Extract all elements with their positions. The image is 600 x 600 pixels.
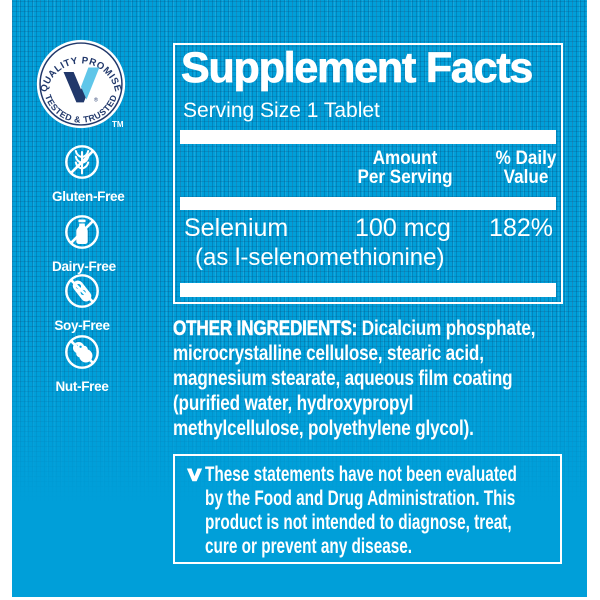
- disclaimer-text: These statements have not been evaluated…: [205, 463, 517, 558]
- supplement-facts-panel: Supplement Facts Serving Size 1 Tablet A…: [173, 43, 563, 304]
- dairy-free-callout: Dairy-Free: [52, 213, 116, 274]
- wheat-icon: [65, 145, 99, 179]
- panel-title: Supplement Facts: [181, 44, 534, 92]
- other-ingredients: OTHER INGREDIENTS: Dicalcium phosphate, …: [173, 316, 571, 441]
- nut-free-callout: Nut-Free: [52, 333, 112, 394]
- divider-bar: [180, 130, 556, 144]
- amount-per-serving-header: Amount Per Serving: [357, 148, 453, 188]
- other-ingredients-label: OTHER INGREDIENTS:: [173, 316, 358, 341]
- daily-value-header: % Daily Value: [495, 148, 557, 188]
- serving-size: Serving Size 1 Tablet: [183, 99, 380, 122]
- nut-free-label: Nut-Free: [55, 379, 109, 394]
- v-logo-icon: [186, 468, 203, 482]
- soybean-icon: [65, 274, 99, 308]
- milk-bottle-icon: [65, 215, 99, 249]
- fda-disclaimer-box: These statements have not been evaluated…: [173, 454, 562, 564]
- badge-v-light: [81, 67, 100, 100]
- divider-bar: [180, 197, 556, 210]
- soy-free-callout: Soy-Free: [52, 272, 112, 333]
- trademark-mark: TM: [112, 120, 124, 129]
- quality-promise-badge: QUALITY PROMISE TESTED & TRUSTED ®: [35, 38, 127, 130]
- divider-bar: [180, 283, 556, 297]
- gluten-free-callout: Gluten-Free: [52, 143, 125, 204]
- nutrient-amount: 100 mcg: [355, 214, 451, 242]
- registered-mark: ®: [94, 96, 98, 103]
- peanut-icon: [65, 335, 99, 369]
- quality-promise-v-logo-icon: QUALITY PROMISE TESTED & TRUSTED ®: [36, 39, 126, 129]
- soy-free-label: Soy-Free: [54, 318, 110, 333]
- nutrient-form: (as l-selenomethionine): [195, 244, 445, 271]
- gluten-free-label: Gluten-Free: [52, 189, 125, 204]
- dairy-free-label: Dairy-Free: [52, 259, 116, 274]
- other-ingredients-text: Dicalcium phosphate, microcrystalline ce…: [173, 316, 536, 440]
- nutrient-daily-value: 182%: [489, 214, 553, 242]
- nutrient-name: Selenium: [184, 214, 289, 242]
- blue-label-background: QUALITY PROMISE TESTED & TRUSTED ® TM: [12, 0, 587, 597]
